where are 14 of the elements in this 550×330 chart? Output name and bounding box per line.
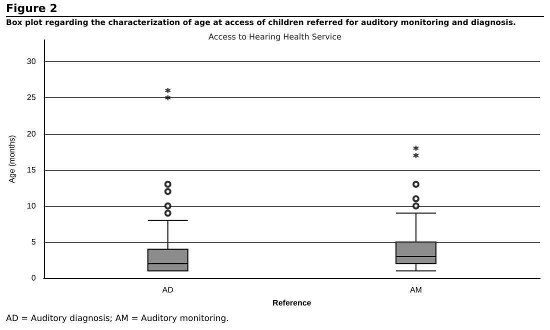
y-axis-title: Age (months)	[8, 134, 16, 184]
y-tick-label: 20	[26, 129, 36, 138]
y-tick-label: 10	[26, 201, 36, 210]
text: AD = Auditory diagnosis; AM = Auditory monitoring.	[6, 314, 229, 324]
y-tick-label: 30	[26, 57, 36, 66]
x-tick-label: AD	[162, 286, 174, 295]
y-tick-label: 5	[31, 238, 36, 247]
y-tick-label: 0	[31, 274, 36, 283]
x-axis-title: Reference	[272, 298, 312, 308]
caption: Figure 2	[6, 2, 544, 17]
x-tick-label: AM	[410, 286, 422, 295]
chart-title: Access to Hearing Health Service	[208, 32, 342, 42]
y-tick-label: 25	[26, 93, 36, 102]
y-tick-label: 15	[26, 165, 36, 174]
